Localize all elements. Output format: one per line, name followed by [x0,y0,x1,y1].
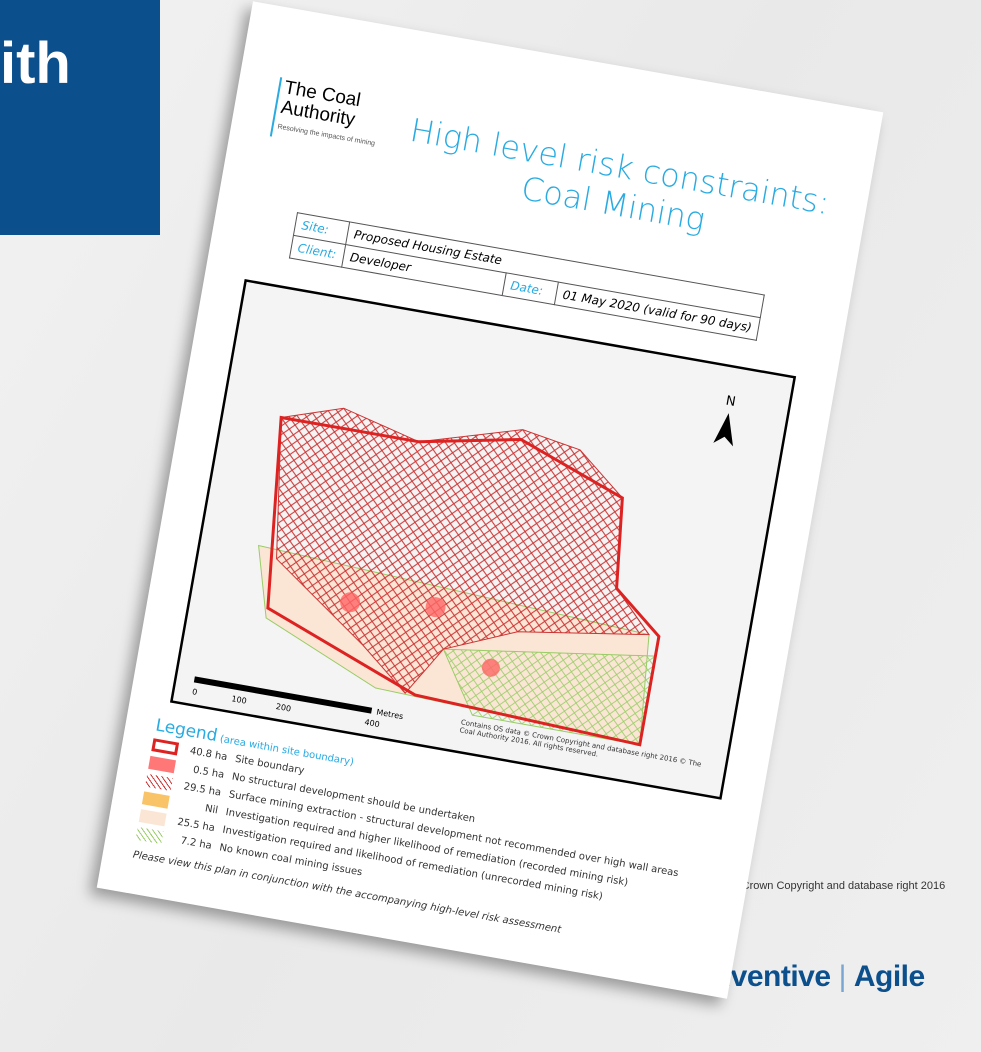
attribution: data © Crown Copyright and database righ… [706,880,946,892]
legend-area: 7.2 ha [179,835,213,852]
banner-text: ith [0,31,71,96]
map: N 0 100 200 400 Metres Contains OS data … [169,279,797,800]
high-wall [481,658,500,677]
tagline: Inventive | Agile [705,960,925,994]
legend-swatch [135,826,164,844]
north-arrow [713,413,734,447]
site-boundary [266,415,661,747]
high-wall [425,597,446,618]
doc-title: High level risk constraints: Coal Mining [393,110,840,261]
legend-swatch [145,773,173,791]
scale-label: 200 [275,702,292,714]
logo: The Coal Authority Resolving the impacts… [269,77,384,155]
area-no-structural [276,407,651,694]
scale-bar [193,676,373,714]
legend-swatch [141,790,170,809]
scale-label: 400 [364,718,381,730]
north: N [725,394,737,410]
legend-swatch [148,755,177,773]
banner: ith [0,0,160,235]
scale-label: 100 [231,694,248,706]
tag-sep: | [838,960,847,993]
legend-swatch [151,737,180,756]
document: The Coal Authority Resolving the impacts… [96,1,884,999]
legend-swatch [138,808,167,826]
scale-unit: Metres [376,708,404,722]
tag-right: Agile [853,960,925,993]
scale-label: 0 [191,687,198,697]
high-wall [340,592,361,613]
